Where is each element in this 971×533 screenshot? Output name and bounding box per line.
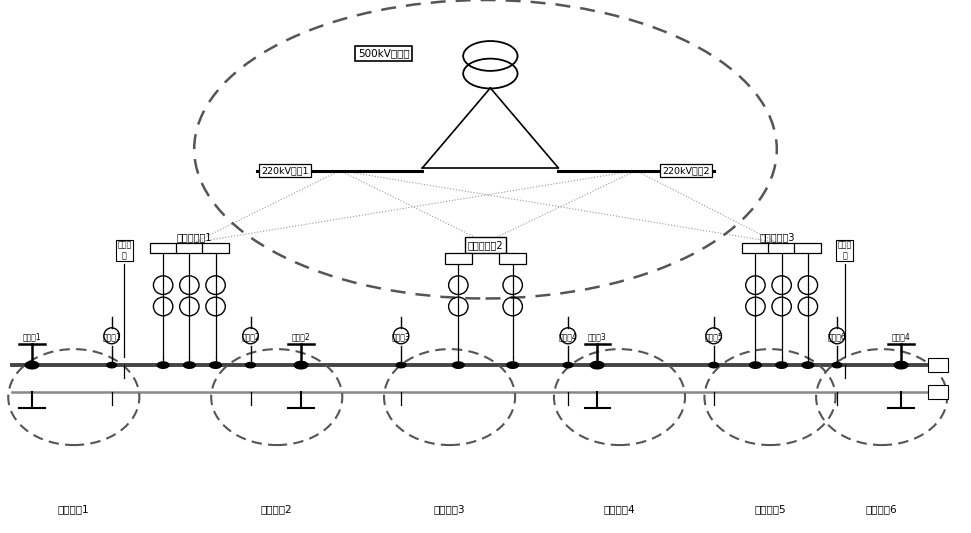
Circle shape <box>25 361 39 369</box>
FancyBboxPatch shape <box>499 253 526 264</box>
Text: 供电单元2: 供电单元2 <box>261 504 292 514</box>
Text: 开关站2: 开关站2 <box>241 332 260 341</box>
Circle shape <box>563 362 573 368</box>
Text: 供电单元4: 供电单元4 <box>604 504 635 514</box>
Text: 220kV母线2: 220kV母线2 <box>662 166 710 175</box>
Text: 相邻线
路: 相邻线 路 <box>838 241 852 260</box>
FancyBboxPatch shape <box>742 243 769 253</box>
Text: 供电单元3: 供电单元3 <box>434 504 465 514</box>
FancyBboxPatch shape <box>768 243 795 253</box>
Text: 开关站5: 开关站5 <box>704 332 723 341</box>
Text: 开关站4: 开关站4 <box>558 332 578 341</box>
FancyBboxPatch shape <box>445 253 472 264</box>
Text: 分区所2: 分区所2 <box>291 332 311 341</box>
Circle shape <box>750 362 761 368</box>
Text: 供电单元1: 供电单元1 <box>58 504 89 514</box>
FancyBboxPatch shape <box>176 243 203 253</box>
FancyBboxPatch shape <box>928 358 948 372</box>
Circle shape <box>894 361 908 369</box>
Circle shape <box>157 362 169 368</box>
Text: 相邻线
路: 相邻线 路 <box>117 241 131 260</box>
Text: 牵引变电所3: 牵引变电所3 <box>759 232 794 243</box>
Circle shape <box>294 361 308 369</box>
Circle shape <box>776 362 787 368</box>
Circle shape <box>507 362 519 368</box>
Text: 500kV变电站: 500kV变电站 <box>357 49 410 58</box>
Text: 开关站6: 开关站6 <box>827 332 847 341</box>
Circle shape <box>184 362 195 368</box>
FancyBboxPatch shape <box>928 385 948 399</box>
FancyBboxPatch shape <box>202 243 229 253</box>
Circle shape <box>832 362 842 368</box>
Text: 分区所1: 分区所1 <box>22 332 42 341</box>
Circle shape <box>709 362 719 368</box>
Circle shape <box>802 362 814 368</box>
Text: 牵引变电所1: 牵引变电所1 <box>177 232 212 243</box>
Text: 供电单元5: 供电单元5 <box>754 504 786 514</box>
Circle shape <box>590 361 604 369</box>
Circle shape <box>396 362 406 368</box>
FancyBboxPatch shape <box>794 243 821 253</box>
Text: 牵引变电所2: 牵引变电所2 <box>468 240 503 250</box>
Text: 分区所4: 分区所4 <box>891 332 911 341</box>
Circle shape <box>246 362 255 368</box>
Circle shape <box>452 362 464 368</box>
Text: 220kV母线1: 220kV母线1 <box>261 166 309 175</box>
Text: 开关站3: 开关站3 <box>391 332 411 341</box>
Text: 供电单元6: 供电单元6 <box>866 504 897 514</box>
Text: 分区所3: 分区所3 <box>587 332 607 341</box>
Circle shape <box>210 362 221 368</box>
Circle shape <box>107 362 117 368</box>
Text: 开关站1: 开关站1 <box>102 332 121 341</box>
FancyBboxPatch shape <box>150 243 177 253</box>
